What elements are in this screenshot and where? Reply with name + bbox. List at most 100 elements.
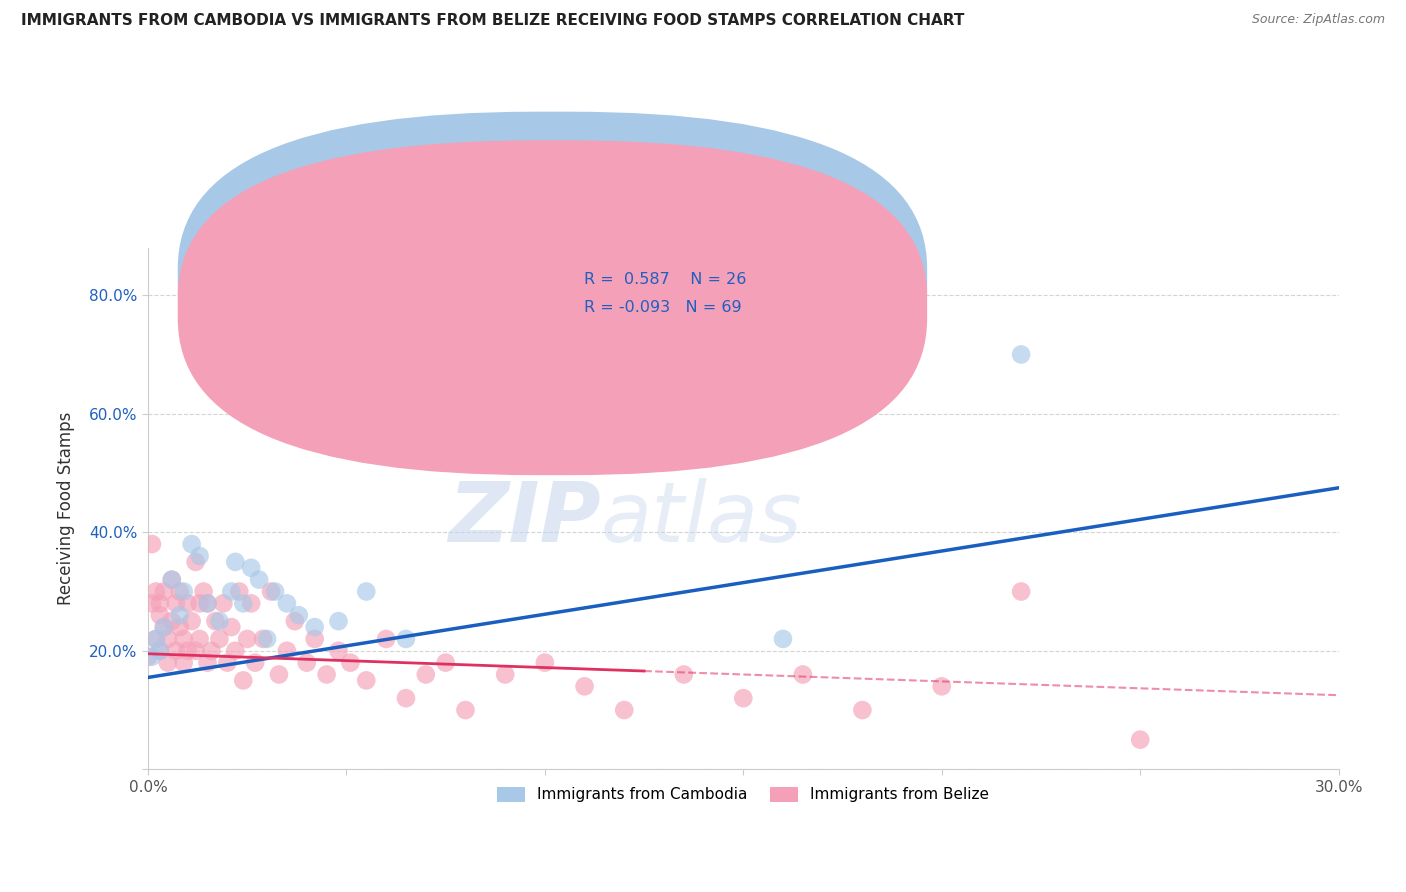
- Point: [221, 620, 243, 634]
- Point: [141, 537, 163, 551]
- Point: [256, 632, 278, 646]
- Point: [339, 656, 361, 670]
- Point: [180, 614, 202, 628]
- Point: [160, 573, 183, 587]
- Point: [197, 596, 219, 610]
- Point: [304, 632, 326, 646]
- Point: [188, 596, 211, 610]
- Point: [276, 644, 298, 658]
- Text: Source: ZipAtlas.com: Source: ZipAtlas.com: [1251, 13, 1385, 27]
- Point: [153, 584, 176, 599]
- Point: [243, 656, 266, 670]
- Point: [184, 644, 207, 658]
- Point: [180, 537, 202, 551]
- Point: [395, 691, 418, 706]
- Point: [156, 632, 179, 646]
- Point: [173, 656, 195, 670]
- FancyBboxPatch shape: [177, 112, 927, 447]
- Point: [149, 608, 172, 623]
- Point: [1010, 584, 1032, 599]
- Point: [193, 584, 215, 599]
- Point: [260, 584, 283, 599]
- Point: [145, 584, 167, 599]
- Point: [212, 596, 235, 610]
- Point: [454, 703, 477, 717]
- Point: [356, 584, 378, 599]
- Point: [153, 620, 176, 634]
- Point: [228, 584, 250, 599]
- Point: [733, 691, 755, 706]
- Point: [156, 656, 179, 670]
- Point: [288, 608, 311, 623]
- Point: [851, 703, 873, 717]
- Point: [328, 644, 350, 658]
- Legend: Immigrants from Cambodia, Immigrants from Belize: Immigrants from Cambodia, Immigrants fro…: [491, 780, 995, 809]
- Point: [434, 656, 457, 670]
- Point: [153, 620, 176, 634]
- FancyBboxPatch shape: [505, 253, 851, 331]
- Point: [224, 644, 246, 658]
- Point: [160, 614, 183, 628]
- Point: [149, 644, 172, 658]
- Point: [295, 656, 318, 670]
- Point: [494, 667, 516, 681]
- Point: [141, 649, 163, 664]
- Point: [1010, 347, 1032, 361]
- Point: [415, 667, 437, 681]
- Point: [176, 596, 198, 610]
- Point: [613, 703, 636, 717]
- Point: [395, 632, 418, 646]
- Point: [375, 632, 398, 646]
- Point: [217, 656, 239, 670]
- Point: [232, 596, 254, 610]
- Point: [304, 620, 326, 634]
- Point: [136, 649, 159, 664]
- Point: [221, 584, 243, 599]
- Point: [188, 549, 211, 563]
- Point: [772, 632, 794, 646]
- Point: [204, 614, 226, 628]
- Point: [188, 632, 211, 646]
- Point: [176, 644, 198, 658]
- Point: [165, 596, 187, 610]
- Point: [173, 584, 195, 599]
- Point: [252, 632, 274, 646]
- Point: [145, 632, 167, 646]
- Point: [165, 644, 187, 658]
- Point: [141, 596, 163, 610]
- Point: [792, 667, 814, 681]
- Text: ZIP: ZIP: [447, 478, 600, 559]
- Point: [267, 667, 290, 681]
- Point: [208, 632, 231, 646]
- Point: [169, 584, 191, 599]
- Point: [232, 673, 254, 688]
- Point: [197, 596, 219, 610]
- Point: [574, 679, 596, 693]
- Point: [236, 632, 259, 646]
- Point: [1129, 732, 1152, 747]
- Point: [356, 673, 378, 688]
- Point: [169, 608, 191, 623]
- Point: [173, 632, 195, 646]
- Point: [534, 656, 557, 670]
- Point: [197, 656, 219, 670]
- Text: atlas: atlas: [600, 478, 801, 559]
- Point: [224, 555, 246, 569]
- Point: [208, 614, 231, 628]
- Point: [149, 644, 172, 658]
- Point: [240, 596, 263, 610]
- Point: [240, 561, 263, 575]
- Point: [672, 667, 695, 681]
- Text: IMMIGRANTS FROM CAMBODIA VS IMMIGRANTS FROM BELIZE RECEIVING FOOD STAMPS CORRELA: IMMIGRANTS FROM CAMBODIA VS IMMIGRANTS F…: [21, 13, 965, 29]
- Point: [169, 620, 191, 634]
- Point: [200, 644, 222, 658]
- Point: [149, 596, 172, 610]
- Point: [264, 584, 287, 599]
- Point: [276, 596, 298, 610]
- Point: [145, 632, 167, 646]
- Point: [315, 667, 337, 681]
- Point: [931, 679, 953, 693]
- Point: [284, 614, 307, 628]
- Point: [160, 573, 183, 587]
- Text: R = -0.093   N = 69: R = -0.093 N = 69: [585, 301, 742, 315]
